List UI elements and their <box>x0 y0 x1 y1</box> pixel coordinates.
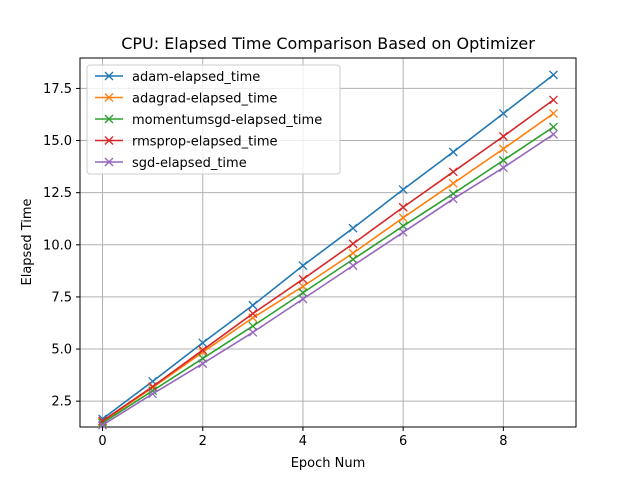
data-point <box>98 418 108 428</box>
data-point <box>548 129 558 139</box>
data-point <box>498 155 508 165</box>
data-point <box>198 345 208 355</box>
series-adagrad-elapsed_time <box>98 108 558 427</box>
chart-title: CPU: Elapsed Time Comparison Based on Op… <box>121 34 535 53</box>
data-point <box>348 248 358 258</box>
legend-marker <box>104 71 114 81</box>
series-adam-elapsed_time <box>98 70 558 424</box>
legend-item: adagrad-elapsed_time <box>95 92 277 107</box>
data-point <box>198 359 208 369</box>
y-tick-label: 15.0 <box>43 134 72 149</box>
x-tick-label: 8 <box>499 434 507 449</box>
plot-frame <box>79 57 577 428</box>
legend-item: momentumsgd-elapsed_time <box>95 113 322 128</box>
data-point <box>148 389 158 399</box>
legend-marker <box>104 114 114 124</box>
axes: 0 2 4 6 8 2.5 5.0 7.5 10.0 12.5 15.0 17.5 <box>43 57 577 449</box>
data-point <box>298 288 308 298</box>
y-tick-label: 12.5 <box>43 186 72 201</box>
data-point <box>248 300 258 310</box>
legend-marker <box>104 136 114 145</box>
series-sgd-elapsed_time <box>98 129 558 430</box>
y-tick-label: 10.0 <box>43 238 72 253</box>
legend-box <box>86 64 341 175</box>
data-point <box>548 122 558 132</box>
legend-item: sgd-elapsed_time <box>95 156 247 171</box>
series-rmsprop-elapsed_time <box>98 95 558 426</box>
data-point <box>448 178 458 188</box>
data-point <box>398 185 408 195</box>
y-tick-label: 5.0 <box>51 343 72 358</box>
data-point <box>398 202 408 212</box>
legend-item: adam-elapsed_time <box>95 70 260 85</box>
legend-item: rmsprop-elapsed_time <box>95 135 277 150</box>
series-line <box>102 74 554 420</box>
data-point <box>498 108 508 118</box>
data-point <box>298 282 308 291</box>
x-axis-label: Epoch Num <box>291 456 366 471</box>
data-point <box>348 261 358 271</box>
legend-label: momentumsgd-elapsed_time <box>132 113 322 128</box>
data-point <box>448 167 458 177</box>
legend-marker <box>104 93 114 102</box>
data-point <box>498 131 508 141</box>
series-momentumsgd-elapsed_time <box>98 122 558 428</box>
series-group <box>98 70 558 430</box>
data-point <box>448 194 458 204</box>
legend-label: sgd-elapsed_time <box>132 156 247 171</box>
data-point <box>498 163 508 173</box>
series-line <box>102 112 554 423</box>
data-point <box>148 382 158 392</box>
data-point <box>248 309 258 319</box>
data-point <box>548 95 558 105</box>
x-tick-label: 2 <box>199 434 207 449</box>
legend-label: adagrad-elapsed_time <box>132 92 277 107</box>
data-point <box>398 227 408 237</box>
legend: adam-elapsed_time adagrad-elapsed_timemom… <box>86 64 341 175</box>
series-line <box>102 99 554 422</box>
series-line <box>102 133 554 426</box>
data-point <box>548 70 558 80</box>
data-point <box>298 274 308 284</box>
data-point <box>348 239 358 249</box>
legend-label: rmsprop-elapsed_time <box>132 135 277 150</box>
x-tick-label: 0 <box>98 434 106 449</box>
data-point <box>248 327 258 337</box>
data-point <box>348 254 358 264</box>
data-point <box>198 338 208 348</box>
data-point <box>298 294 308 304</box>
data-point <box>298 261 308 271</box>
y-tick-label: 17.5 <box>43 82 72 97</box>
data-point <box>348 223 358 233</box>
x-tick-label: 6 <box>399 434 407 449</box>
data-point <box>498 144 508 154</box>
legend-marker <box>104 157 114 167</box>
data-point <box>248 321 258 331</box>
data-point <box>398 213 408 223</box>
y-tick-label: 2.5 <box>51 395 72 410</box>
y-axis-label: Elapsed Time <box>20 198 35 285</box>
data-point <box>398 221 408 231</box>
y-tick-label: 7.5 <box>51 290 72 305</box>
data-point <box>198 347 208 357</box>
data-point <box>548 108 558 118</box>
data-point <box>98 420 108 430</box>
legend-label: adam-elapsed_time <box>132 70 260 85</box>
x-tick-label: 4 <box>299 434 307 449</box>
data-point <box>448 147 458 157</box>
series-line <box>102 126 554 424</box>
